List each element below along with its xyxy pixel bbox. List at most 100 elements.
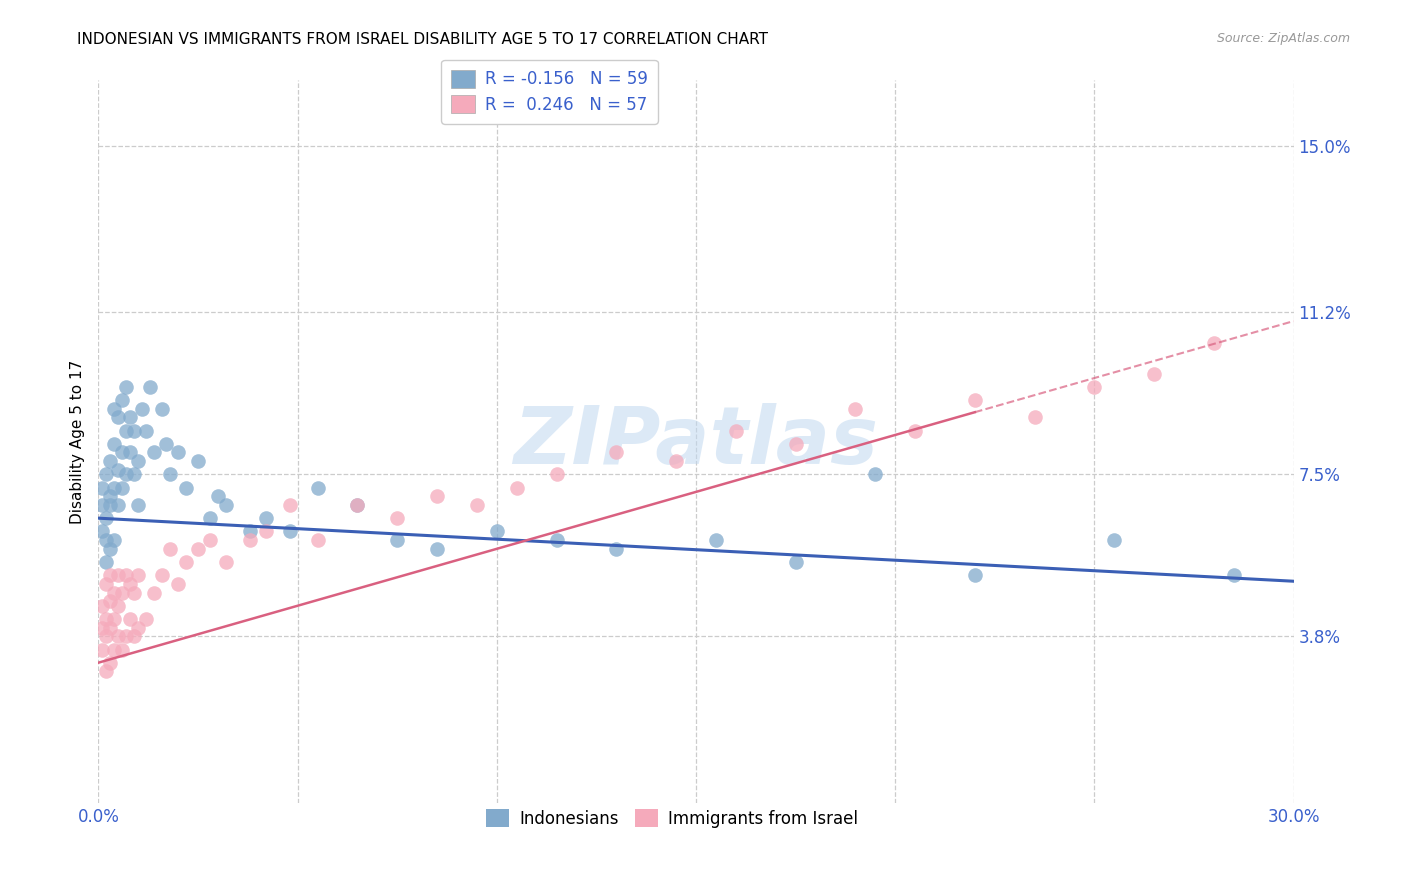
Point [239,533,262,547]
Point [96,511,118,525]
Point [107,410,129,425]
Point [1083,380,1105,394]
Point [103,533,125,547]
Point [704,533,727,547]
Point [103,436,125,450]
Point [120,577,142,591]
Point [120,410,142,425]
Point [103,401,125,416]
Point [91,524,114,539]
Legend: Indonesians, Immigrants from Israel: Indonesians, Immigrants from Israel [479,802,865,834]
Text: INDONESIAN VS IMMIGRANTS FROM ISRAEL DISABILITY AGE 5 TO 17 CORRELATION CHART: INDONESIAN VS IMMIGRANTS FROM ISRAEL DIS… [77,32,768,47]
Y-axis label: Disability Age 5 to 17: Disability Age 5 to 17 [69,359,84,524]
Point [346,498,368,512]
Point [107,463,129,477]
Point [150,401,173,416]
Point [91,498,114,512]
Point [215,555,238,569]
Point [115,467,138,482]
Point [111,642,134,657]
Point [107,599,129,613]
Point [1202,336,1225,351]
Point [385,511,409,525]
Point [198,511,221,525]
Point [485,524,508,539]
Point [96,533,118,547]
Point [215,498,238,512]
Point [124,467,146,482]
Point [1223,568,1246,582]
Point [139,380,162,394]
Point [115,629,138,643]
Point [546,533,568,547]
Text: Source: ZipAtlas.com: Source: ZipAtlas.com [1216,32,1350,45]
Point [98,498,122,512]
Point [155,436,177,450]
Point [111,585,134,599]
Point [385,533,409,547]
Point [167,445,190,459]
Point [96,555,118,569]
Point [135,612,157,626]
Point [127,454,149,468]
Point [115,424,138,438]
Point [98,489,122,503]
Point [963,392,986,407]
Point [174,555,197,569]
Point [198,533,221,547]
Point [605,445,627,459]
Point [96,665,118,679]
Point [665,454,688,468]
Point [254,511,277,525]
Point [103,585,125,599]
Point [174,481,197,495]
Point [98,656,122,670]
Point [1143,367,1166,381]
Point [111,392,134,407]
Point [167,577,190,591]
Point [91,642,114,657]
Point [127,621,149,635]
Point [111,445,134,459]
Point [346,498,368,512]
Point [103,612,125,626]
Point [785,436,807,450]
Point [107,498,129,512]
Point [844,401,866,416]
Point [187,454,209,468]
Point [91,481,114,495]
Point [96,612,118,626]
Point [506,481,529,495]
Point [127,498,149,512]
Text: ZIPatlas: ZIPatlas [513,402,879,481]
Point [239,524,262,539]
Point [103,642,125,657]
Point [426,489,449,503]
Point [115,380,138,394]
Point [127,568,149,582]
Point [107,568,129,582]
Point [254,524,277,539]
Point [91,621,114,635]
Point [1024,410,1046,425]
Point [111,481,134,495]
Point [120,612,142,626]
Point [107,629,129,643]
Point [96,467,118,482]
Point [120,445,142,459]
Point [159,541,181,556]
Point [426,541,449,556]
Point [131,401,153,416]
Point [1104,533,1126,547]
Point [307,533,329,547]
Point [96,577,118,591]
Point [278,498,301,512]
Point [207,489,229,503]
Point [546,467,568,482]
Point [278,524,301,539]
Point [143,445,166,459]
Point [98,454,122,468]
Point [135,424,157,438]
Point [91,599,114,613]
Point [785,555,807,569]
